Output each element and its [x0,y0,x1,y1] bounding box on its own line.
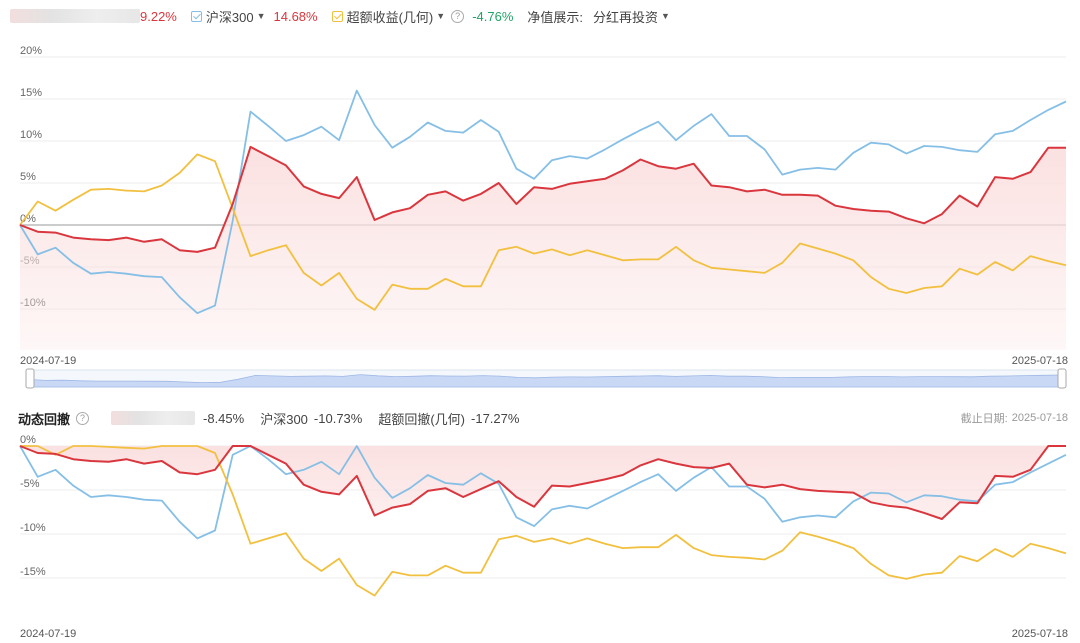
help-icon[interactable]: ? [451,9,465,23]
excess-checkbox[interactable] [331,10,343,22]
slider-end-handle[interactable] [1057,368,1067,389]
excess-return-value: -4.76% [472,8,514,24]
chevron-down-icon[interactable]: ▼ [661,11,670,21]
excess-series-line[interactable] [20,445,1067,597]
y-tick-label: -15% [20,566,46,578]
fund-name-blurred [10,9,140,23]
x-axis-end-label: 2025-07-18 [1011,628,1068,640]
y-tick-label: 0% [20,434,36,446]
x-axis-end-label: 2025-07-18 [1011,355,1068,367]
benchmark-return-value: 14.68% [273,8,318,24]
benchmark-drawdown-name: 沪深300 [260,411,308,427]
fund-area [20,446,1066,519]
fund-series-line[interactable] [19,145,1066,253]
slider-preview [27,374,1061,388]
fund-series-line[interactable] [19,445,1066,520]
deadline-label: 截止日期: [960,413,1008,425]
excess-series-line[interactable] [19,153,1067,311]
help-icon[interactable]: ? [76,411,90,425]
y-tick-label: 5% [20,171,36,183]
slider-start-handle[interactable] [25,368,35,389]
y-tick-label: 20% [20,45,42,57]
y-tick-label: -5% [20,478,40,490]
benchmark-series-line[interactable] [19,89,1067,315]
y-tick-label: 15% [20,87,42,99]
benchmark-selector[interactable]: 沪深300 [205,9,254,25]
drawdown-chart: 0% -5% -10% -15% [19,434,1067,597]
fund-name-blurred [111,411,196,425]
y-tick-label: -10% [20,522,46,534]
return-legend: 9.22% 沪深300 ▼ 14.68% 超额收益(几何) ▼ ? -4.76%… [0,5,1080,27]
fund-return-value: 9.22% [140,8,177,24]
benchmark-drawdown-value: -10.73% [313,410,363,426]
x-axis-start-label: 2024-07-19 [20,628,77,640]
return-chart: 20%15%10%5%0%-5%-10% [19,45,1067,350]
fund-drawdown-value: -8.45% [203,410,245,426]
nav-display-label: 净值展示: [527,9,584,25]
drawdown-title: 动态回撤 [18,411,71,427]
benchmark-series-line[interactable] [19,445,1067,540]
y-tick-label: 0% [20,213,36,225]
excess-drawdown-name: 超额回撤(几何) [378,411,466,427]
deadline-value: 2025-07-18 [1011,412,1068,424]
benchmark-checkbox[interactable] [190,10,202,22]
nav-display-selector[interactable]: 分红再投资 [593,9,659,25]
excess-drawdown-value: -17.27% [471,410,520,426]
chevron-down-icon[interactable]: ▼ [436,11,446,21]
drawdown-legend: 动态回撤 ? -8.45% 沪深300 -10.73% 超额回撤(几何) -17… [0,407,1080,429]
fund-area [20,146,1066,350]
x-axis-start-label: 2024-07-19 [20,355,77,367]
y-tick-label: 10% [20,129,42,141]
chevron-down-icon[interactable]: ▼ [256,11,266,21]
excess-selector[interactable]: 超额收益(几何) [346,9,434,25]
date-range-slider[interactable] [0,368,1080,390]
